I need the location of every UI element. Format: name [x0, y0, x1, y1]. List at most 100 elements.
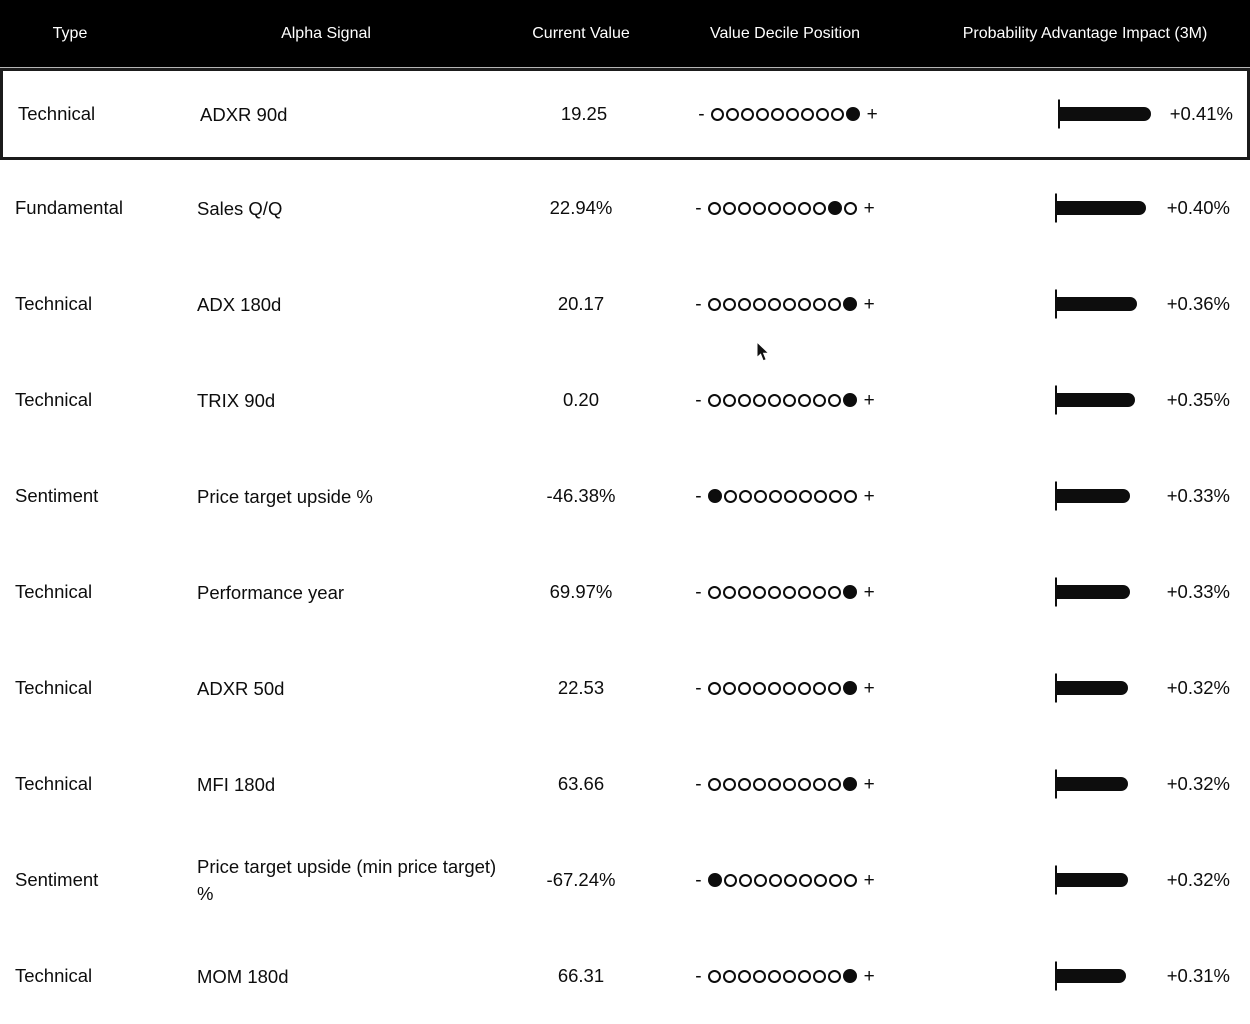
decile-dot	[797, 585, 811, 599]
impact-bar-baseline	[1055, 193, 1057, 223]
decile-dot	[797, 681, 811, 695]
row-signal-label: Price target upside %	[197, 485, 373, 507]
table-row[interactable]: Technical MOM 180d 66.31 - + +0.31%	[0, 928, 1250, 1024]
decile-dot	[828, 489, 842, 503]
table-row[interactable]: Technical MFI 180d 63.66 - + +0.32%	[0, 736, 1250, 832]
decile-dot	[722, 969, 736, 983]
decile-dot	[812, 393, 826, 407]
decile-widget: - +	[650, 583, 920, 602]
impact-cell: +0.35%	[920, 352, 1250, 448]
row-current-value: 20.17	[557, 293, 605, 314]
impact-value-label: +0.36%	[1166, 293, 1230, 314]
row-type-label: Technical	[18, 103, 96, 124]
decile-decrease-button[interactable]: -	[695, 773, 702, 795]
decile-dot	[752, 393, 766, 407]
impact-bar	[1057, 297, 1137, 311]
row-signal-label: Sales Q/Q	[197, 197, 283, 219]
decile-increase-button[interactable]: +	[863, 581, 875, 603]
decile-dot	[782, 777, 796, 791]
decile-decrease-button[interactable]: -	[695, 389, 702, 411]
decile-dot	[813, 489, 827, 503]
decile-increase-button[interactable]: +	[863, 773, 875, 795]
decile-dot	[722, 777, 736, 791]
decile-increase-button[interactable]: +	[863, 869, 875, 891]
decile-increase-button[interactable]: +	[863, 389, 875, 411]
impact-bar-baseline	[1058, 99, 1060, 129]
row-signal-label: ADXR 50d	[197, 677, 285, 699]
row-current-value: -67.24%	[546, 869, 616, 890]
decile-dot	[722, 393, 736, 407]
decile-decrease-button[interactable]: -	[695, 869, 702, 891]
impact-cell: +0.36%	[920, 256, 1250, 352]
decile-widget: - +	[650, 871, 920, 890]
decile-dot	[843, 489, 857, 503]
column-header-impact: Probability Advantage Impact (3M)	[962, 25, 1208, 42]
table-row[interactable]: Sentiment Price target upside % -46.38% …	[0, 448, 1250, 544]
decile-dots	[707, 201, 857, 215]
decile-dot	[843, 201, 857, 215]
impact-bar	[1057, 681, 1128, 695]
row-type-label: Technical	[15, 581, 93, 602]
decile-dot	[755, 107, 769, 121]
table-row[interactable]: Technical ADXR 90d 19.25 - + +0.41%	[0, 68, 1250, 160]
impact-cell: +0.31%	[920, 928, 1250, 1024]
decile-dot	[752, 297, 766, 311]
decile-increase-button[interactable]: +	[863, 677, 875, 699]
decile-decrease-button[interactable]: -	[698, 103, 705, 125]
row-type-label: Technical	[15, 965, 93, 986]
row-signal-label: ADX 180d	[197, 293, 282, 315]
impact-value-label: +0.32%	[1166, 773, 1230, 794]
table-row[interactable]: Technical ADXR 50d 22.53 - + +0.32%	[0, 640, 1250, 736]
row-current-value: 0.20	[562, 389, 599, 410]
decile-dot	[767, 969, 781, 983]
decile-dot	[722, 681, 736, 695]
decile-increase-button[interactable]: +	[863, 485, 875, 507]
decile-dot	[722, 201, 736, 215]
table-row[interactable]: Technical Performance year 69.97% - + +0…	[0, 544, 1250, 640]
decile-widget: - +	[650, 679, 920, 698]
column-header-type: Type	[52, 25, 88, 42]
decile-dot	[752, 585, 766, 599]
decile-dot	[768, 489, 782, 503]
impact-cell: +0.40%	[920, 160, 1250, 256]
decile-increase-button[interactable]: +	[863, 197, 875, 219]
decile-dot	[707, 297, 721, 311]
impact-bar-baseline	[1055, 769, 1057, 799]
decile-decrease-button[interactable]: -	[695, 677, 702, 699]
decile-dot	[812, 681, 826, 695]
decile-decrease-button[interactable]: -	[695, 581, 702, 603]
decile-dot-filled	[842, 969, 857, 983]
decile-widget: - +	[650, 775, 920, 794]
decile-dot	[812, 969, 826, 983]
decile-decrease-button[interactable]: -	[695, 485, 702, 507]
decile-dot	[827, 393, 841, 407]
decile-increase-button[interactable]: +	[866, 103, 878, 125]
decile-dot	[827, 297, 841, 311]
table-row[interactable]: Fundamental Sales Q/Q 22.94% - + +0.40%	[0, 160, 1250, 256]
impact-value-label: +0.33%	[1166, 581, 1230, 602]
row-current-value: -46.38%	[546, 485, 616, 506]
decile-dot	[815, 107, 829, 121]
decile-decrease-button[interactable]: -	[695, 197, 702, 219]
decile-dot	[785, 107, 799, 121]
decile-dots	[707, 969, 857, 983]
decile-decrease-button[interactable]: -	[695, 965, 702, 987]
decile-increase-button[interactable]: +	[863, 965, 875, 987]
decile-dot	[707, 585, 721, 599]
decile-dot	[828, 873, 842, 887]
table-row[interactable]: Sentiment Price target upside (min price…	[0, 832, 1250, 928]
decile-widget: - +	[650, 295, 920, 314]
decile-decrease-button[interactable]: -	[695, 293, 702, 315]
row-signal-label: MFI 180d	[197, 773, 276, 795]
impact-bar	[1060, 107, 1151, 121]
table-row[interactable]: Technical ADX 180d 20.17 - + +0.36%	[0, 256, 1250, 352]
impact-value-label: +0.40%	[1166, 197, 1230, 218]
row-current-value: 22.94%	[549, 197, 613, 218]
impact-value-label: +0.32%	[1166, 677, 1230, 698]
impact-value-label: +0.32%	[1166, 869, 1230, 890]
row-signal-label: Price target upside (min price target) %	[197, 856, 497, 904]
row-signal-label: MOM 180d	[197, 965, 289, 987]
decile-increase-button[interactable]: +	[863, 293, 875, 315]
decile-dot	[740, 107, 754, 121]
table-row[interactable]: Technical TRIX 90d 0.20 - + +0.35%	[0, 352, 1250, 448]
